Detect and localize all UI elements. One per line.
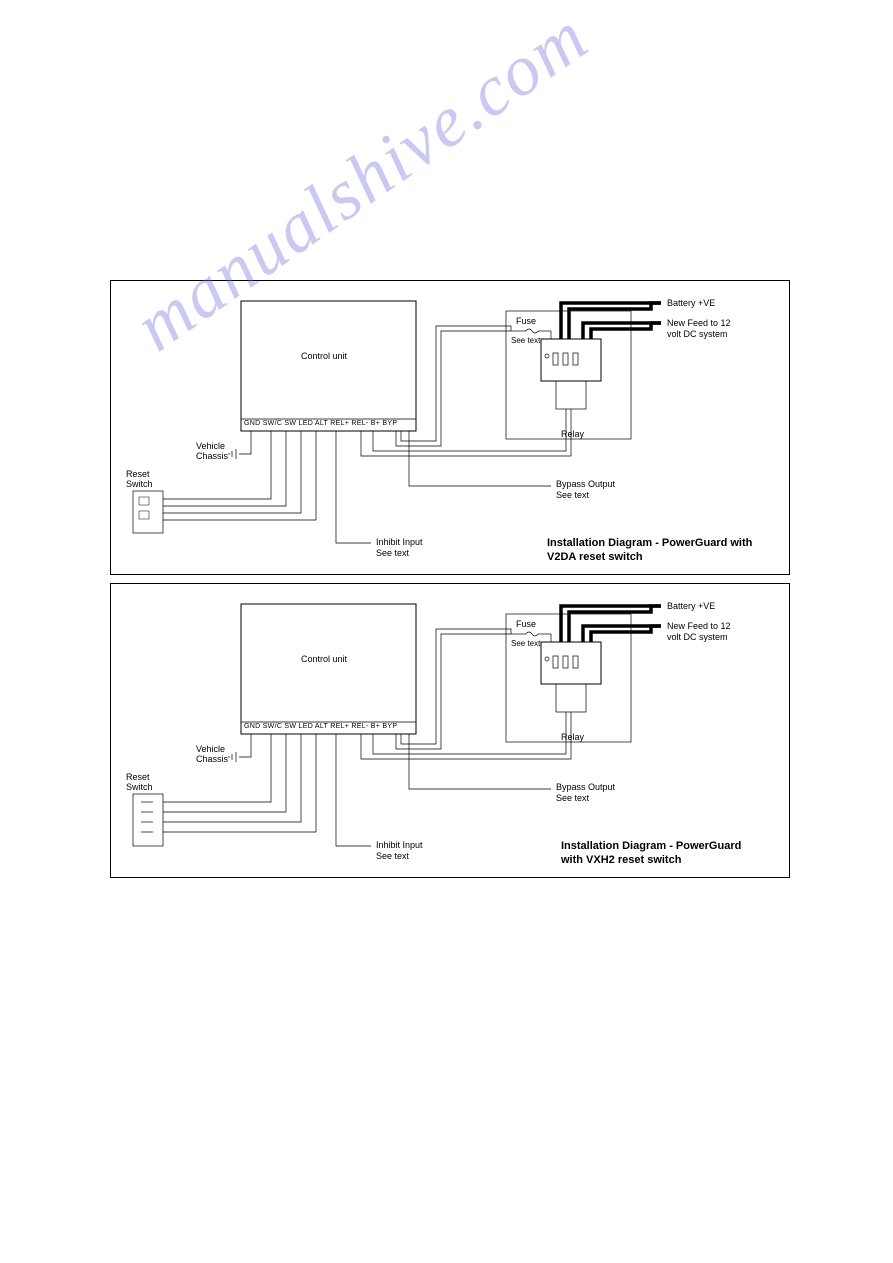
feed-label-1: New Feed to 12 [667, 318, 731, 328]
relay-label: Relay [561, 429, 584, 439]
battery-label: Battery +VE [667, 298, 715, 308]
terminals-label: GND SW/C SW LED ALT REL+ REL- B+ BYP [244, 723, 397, 730]
bypass-label: Bypass Output [556, 479, 615, 489]
fuse-label: Fuse [516, 619, 536, 629]
diagram-title-2: with VXH2 reset switch [561, 854, 681, 866]
bypass-label: Bypass Output [556, 782, 615, 792]
diagram-title-1: Installation Diagram - PowerGuard with [547, 537, 752, 549]
terminals-label: GND SW/C SW LED ALT REL+ REL- B+ BYP [244, 420, 397, 427]
diagram-title-1: Installation Diagram - PowerGuard [561, 840, 741, 852]
inhibit-see-text: See text [376, 851, 409, 861]
fuse-label: Fuse [516, 316, 536, 326]
control-unit-label: Control unit [301, 351, 347, 361]
inhibit-see-text: See text [376, 548, 409, 558]
feed-label-2: volt DC system [667, 329, 728, 339]
battery-label: Battery +VE [667, 601, 715, 611]
feed-label-1: New Feed to 12 [667, 621, 731, 631]
diagram-vxh2: Control unit GND SW/C SW LED ALT REL+ RE… [110, 583, 790, 878]
fuse-see-text: See text [511, 336, 540, 345]
diagram-v2da: Control unit GND SW/C SW LED ALT REL+ RE… [110, 280, 790, 575]
reset-switch-label: ResetSwitch [126, 772, 153, 792]
control-unit-label: Control unit [301, 654, 347, 664]
diagram-title-2: V2DA reset switch [547, 551, 643, 563]
vehicle-chassis-label: VehicleChassis [196, 744, 228, 764]
relay-label: Relay [561, 732, 584, 742]
bypass-see-text: See text [556, 793, 589, 803]
fuse-see-text: See text [511, 639, 540, 648]
bypass-see-text: See text [556, 490, 589, 500]
feed-label-2: volt DC system [667, 632, 728, 642]
vehicle-chassis-label: VehicleChassis [196, 441, 228, 461]
inhibit-label: Inhibit Input [376, 840, 423, 850]
reset-switch-label: ResetSwitch [126, 469, 153, 489]
inhibit-label: Inhibit Input [376, 537, 423, 547]
page-container: Control unit GND SW/C SW LED ALT REL+ RE… [110, 280, 790, 886]
